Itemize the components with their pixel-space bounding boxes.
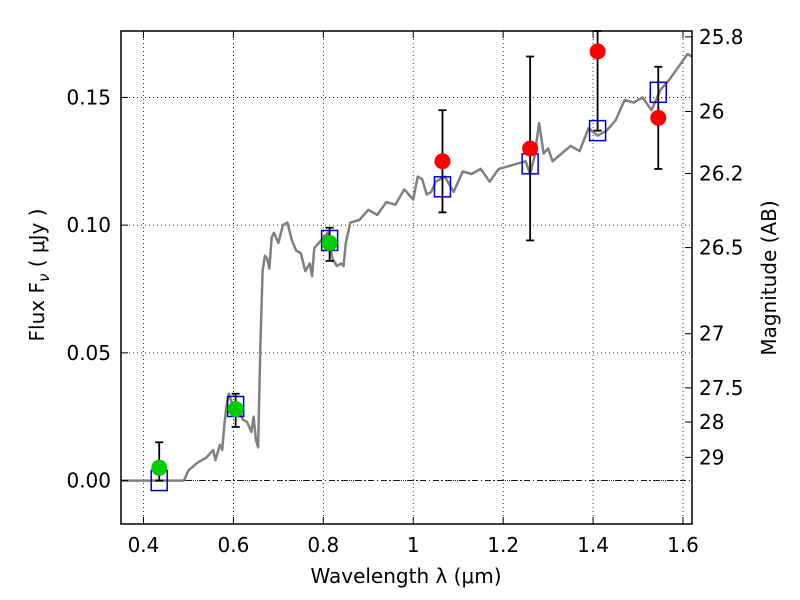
y-ticks: 0.00 0.05 0.10 0.15 — [66, 85, 128, 493]
y2-tick-label: 26 — [699, 99, 724, 123]
y2-tick-label: 26.5 — [699, 236, 744, 260]
x-tick-label: 0.8 — [307, 533, 339, 557]
x-tick-label: 0.4 — [128, 533, 160, 557]
model-band-flux-square — [433, 176, 452, 198]
x-tick-label: 0.6 — [217, 533, 249, 557]
y-axis-title: Flux Fν ( μJy ) — [25, 209, 53, 342]
y-axis-title-sub: ν — [35, 274, 53, 282]
model-sed-layer — [121, 52, 693, 482]
plot-frame — [120, 30, 693, 525]
y2-tick-label: 25.8 — [699, 25, 744, 49]
y2-tick-label: 28 — [699, 410, 724, 434]
y2-tick-label: 26.2 — [699, 162, 744, 186]
detection-point — [589, 43, 606, 60]
y2-tick-label: 27.5 — [699, 376, 744, 400]
y-tick-label: 0.05 — [66, 341, 111, 365]
x-tick-label: 1 — [407, 533, 420, 557]
model-band-flux-square — [649, 81, 668, 104]
x-tick-label: 1.6 — [667, 533, 699, 557]
y2-axis-title: Magnitude (AB) — [757, 200, 781, 355]
model-sed-line — [121, 52, 693, 482]
detection-point — [321, 235, 338, 252]
y-axis-title-main: Flux F — [25, 282, 49, 341]
detection-point — [151, 459, 168, 476]
detection-point — [522, 140, 539, 157]
y-tick-label: 0.10 — [66, 213, 111, 237]
x-axis-title: Wavelength λ (μm) — [310, 564, 501, 588]
x-tick-label: 1.2 — [487, 533, 519, 557]
model-band-flux-square — [588, 119, 607, 142]
detection-point — [650, 109, 667, 126]
detection-point — [227, 401, 244, 418]
grid-lines — [121, 31, 692, 524]
model-band-flux-markers — [150, 81, 668, 492]
y2-tick-label: 29 — [699, 445, 724, 469]
y-tick-label: 0.15 — [66, 85, 111, 109]
x-ticks: 0.4 0.6 0.8 1 1.2 1.4 1.6 — [128, 31, 699, 557]
y-axis-title-unit: ( μJy ) — [25, 209, 49, 274]
x-tick-label: 1.4 — [577, 533, 609, 557]
detection-point — [434, 153, 451, 170]
y-tick-label: 0.00 — [66, 469, 111, 493]
detection-markers — [151, 43, 667, 476]
y2-tick-label: 27 — [699, 322, 724, 346]
y2-ticks: 25.8 26 26.2 26.5 27 27.5 28 29 — [685, 25, 744, 469]
